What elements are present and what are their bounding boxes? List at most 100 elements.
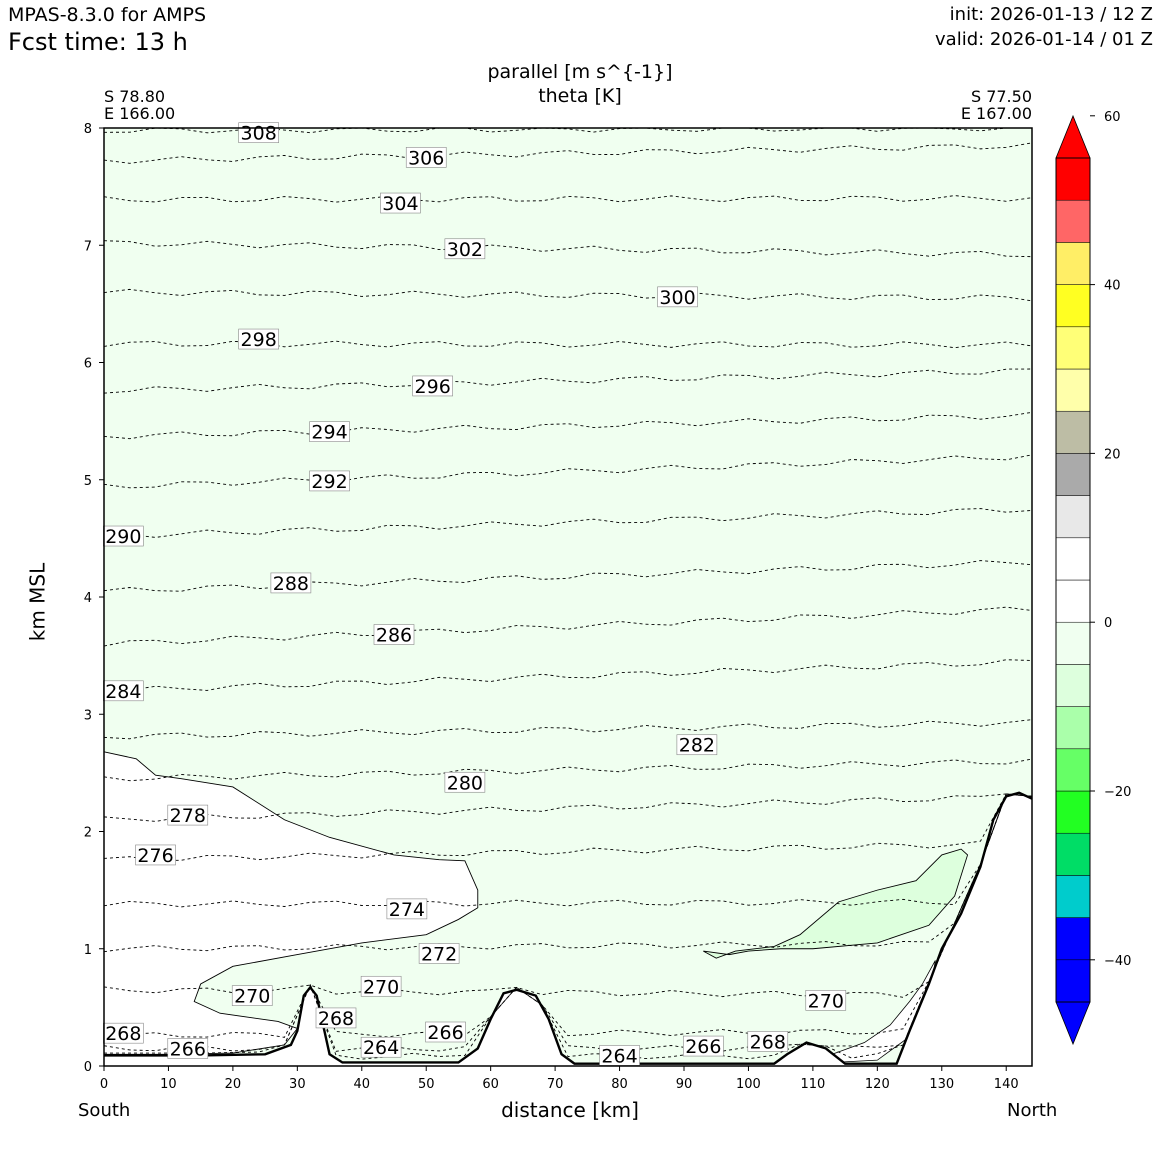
y-tick-label: 0 [84,1060,92,1075]
right-endpoint-lat: S 77.50 [970,87,1032,106]
colorbar-segment [1055,368,1091,412]
theta-label-group: 300 [657,286,698,309]
terrain-mask [104,792,1032,1066]
theta-label: 296 [415,376,451,398]
plot-title-contour: theta [K] [538,85,622,107]
near-zero-wind-region [103,751,479,1055]
theta-contour-layer: 264 264 266 266 266 268 268 268 270 270 270 272 274 2… [103,122,1033,1067]
theta-label: 282 [679,735,715,757]
x-tick-label: 130 [929,1077,954,1092]
theta-label: 280 [447,772,483,794]
theta-label: 294 [311,422,347,444]
theta-label-box [238,328,279,350]
theta-label-group: 290 [103,525,144,548]
left-endpoint-lat: S 78.80 [104,87,166,106]
theta-label-box [747,1031,789,1052]
theta-label-group: 294 [309,421,350,444]
colorbar-segment [1055,875,1091,918]
x-tick-label: 10 [160,1077,177,1092]
theta-label: 264 [601,1045,637,1067]
colorbar-segment [1055,706,1091,750]
theta-label-box [167,1038,209,1059]
theta-contour-270 [103,793,1033,998]
theta-label-group: 266 [167,1038,209,1060]
x-tick-label: 80 [611,1077,628,1092]
colorbar-segment [1055,410,1091,454]
theta-label-box [270,572,312,594]
theta-label-group: 270 [231,985,273,1008]
forecast-time: Fcst time: 13 h [8,28,188,56]
x-tick-label: 50 [418,1077,435,1092]
theta-label: 304 [382,193,418,215]
theta-label-group: 268 [315,1007,357,1030]
colorbar-segment [1055,917,1091,961]
left-endpoint-coords: S 78.80 E 166.00 [104,88,175,122]
theta-label-box [373,624,415,645]
north-label: North [1007,1100,1058,1121]
theta-label-group: 276 [135,844,176,867]
theta-label-box [425,1021,466,1043]
x-tick-label: 140 [994,1077,1019,1092]
colorbar-segment [1055,621,1091,665]
negative-wind-region [703,848,969,959]
theta-label-group: 272 [418,943,460,965]
theta-contour-286 [103,606,1033,647]
axes-layer: 0 10 20 30 40 50 60 70 80 90 100 110 120 130 140 0 1 2 3 4 5… [84,122,1033,1092]
colorbar-segment [1055,242,1091,285]
theta-label-group: 292 [309,470,350,493]
colorbar: 60 40 20 0 −20 −40 [1055,110,1131,1046]
theta-label: 272 [421,943,457,965]
theta-label-group: 266 [683,1035,724,1058]
theta-label: 270 [363,976,399,998]
y-tick-label: 6 [84,357,92,372]
theta-label-group: 302 [444,238,486,261]
theta-label: 274 [389,899,425,921]
x-tick-label: 30 [289,1077,306,1092]
theta-label: 268 [750,1031,786,1053]
colorbar-segment [1055,157,1091,201]
colorbar-tick-label: −20 [1104,785,1131,800]
colorbar-segment [1055,199,1091,243]
valid-time: valid: 2026-01-14 / 01 Z [935,29,1153,50]
theta-label-box [135,844,176,866]
theta-label: 298 [241,329,277,351]
theta-label-group: 270 [360,975,402,998]
theta-label-group: 306 [405,147,447,169]
theta-label: 306 [408,147,444,169]
theta-label: 266 [685,1036,721,1058]
theta-label: 288 [273,573,309,595]
theta-label-group: 270 [805,990,847,1012]
x-tick-label: 70 [547,1077,564,1092]
theta-label-box [380,192,421,214]
theta-label: 264 [363,1037,399,1059]
x-tick-label: 60 [482,1077,499,1092]
colorbar-extend-low [1055,1001,1091,1046]
plot-title: parallel [m s^{-1}] theta [K] [480,60,680,108]
theta-label: 292 [311,471,347,493]
theta-label-box [444,238,486,260]
y-tick-label: 4 [84,591,92,606]
theta-label-group: 278 [167,804,209,827]
theta-label-box [676,734,718,756]
y-tick-label: 1 [84,943,92,958]
theta-label-box [167,804,209,826]
colorbar-tick-label: 20 [1104,447,1121,462]
x-tick-label: 120 [865,1077,890,1092]
theta-label: 266 [427,1022,463,1044]
near-zero-wind-pocket [831,960,936,1063]
theta-label-box [231,985,273,1006]
theta-label-box [683,1035,724,1057]
theta-label: 270 [234,986,270,1008]
y-tick-label: 3 [84,708,92,723]
colorbar-segment [1055,832,1091,876]
colorbar-segment [1055,495,1091,539]
x-tick-label: 20 [225,1077,242,1092]
theta-label-box [360,1036,402,1058]
theta-label-group: 264 [599,1045,640,1067]
theta-label-group: 308 [238,122,279,145]
y-tick-label: 8 [84,122,92,137]
theta-label: 302 [447,239,483,261]
theta-label-group: 296 [412,375,453,398]
colorbar-tick-label: 0 [1104,616,1112,631]
x-axis-label: distance [km] [501,1098,639,1122]
